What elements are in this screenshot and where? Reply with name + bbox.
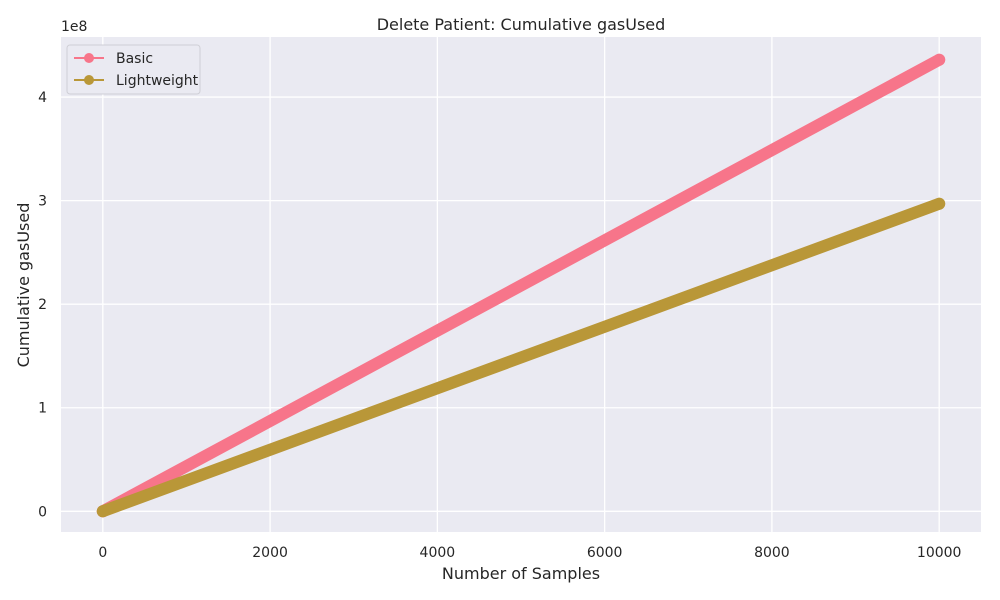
legend: Basic Lightweight [66,44,201,95]
series-end-marker-lightweight [933,197,946,210]
series-group [96,53,946,518]
x-tick-label: 10000 [917,545,962,561]
y-tick-label: 1 [38,401,47,417]
legend-marker-lightweight [84,75,94,85]
x-tick-labels: 0 2000 4000 6000 8000 10000 [98,545,961,561]
x-tick-label: 0 [98,545,107,561]
x-tick-label: 4000 [420,545,456,561]
legend-label-lightweight: Lightweight [116,73,199,89]
x-tick-label: 2000 [252,545,288,561]
series-line-lightweight [96,197,946,518]
x-tick-label: 6000 [587,545,623,561]
y-axis-title: Cumulative gasUsed [14,203,33,368]
series-line-basic [96,53,946,518]
y-tick-labels: 0 1 2 3 4 [38,90,47,520]
series-start-marker-lightweight [96,505,109,518]
grid-lines [61,37,981,532]
y-tick-label: 3 [38,194,47,210]
y-tick-label: 2 [38,297,47,313]
x-tick-label: 8000 [754,545,790,561]
y-offset-text: 1e8 [61,19,87,35]
legend-label-basic: Basic [116,51,153,67]
x-axis-title: Number of Samples [442,564,600,583]
y-tick-label: 4 [38,90,47,106]
y-tick-label: 0 [38,504,47,520]
legend-marker-basic [84,53,94,63]
chart-title: Delete Patient: Cumulative gasUsed [377,15,666,34]
series-end-marker-basic [933,53,946,66]
